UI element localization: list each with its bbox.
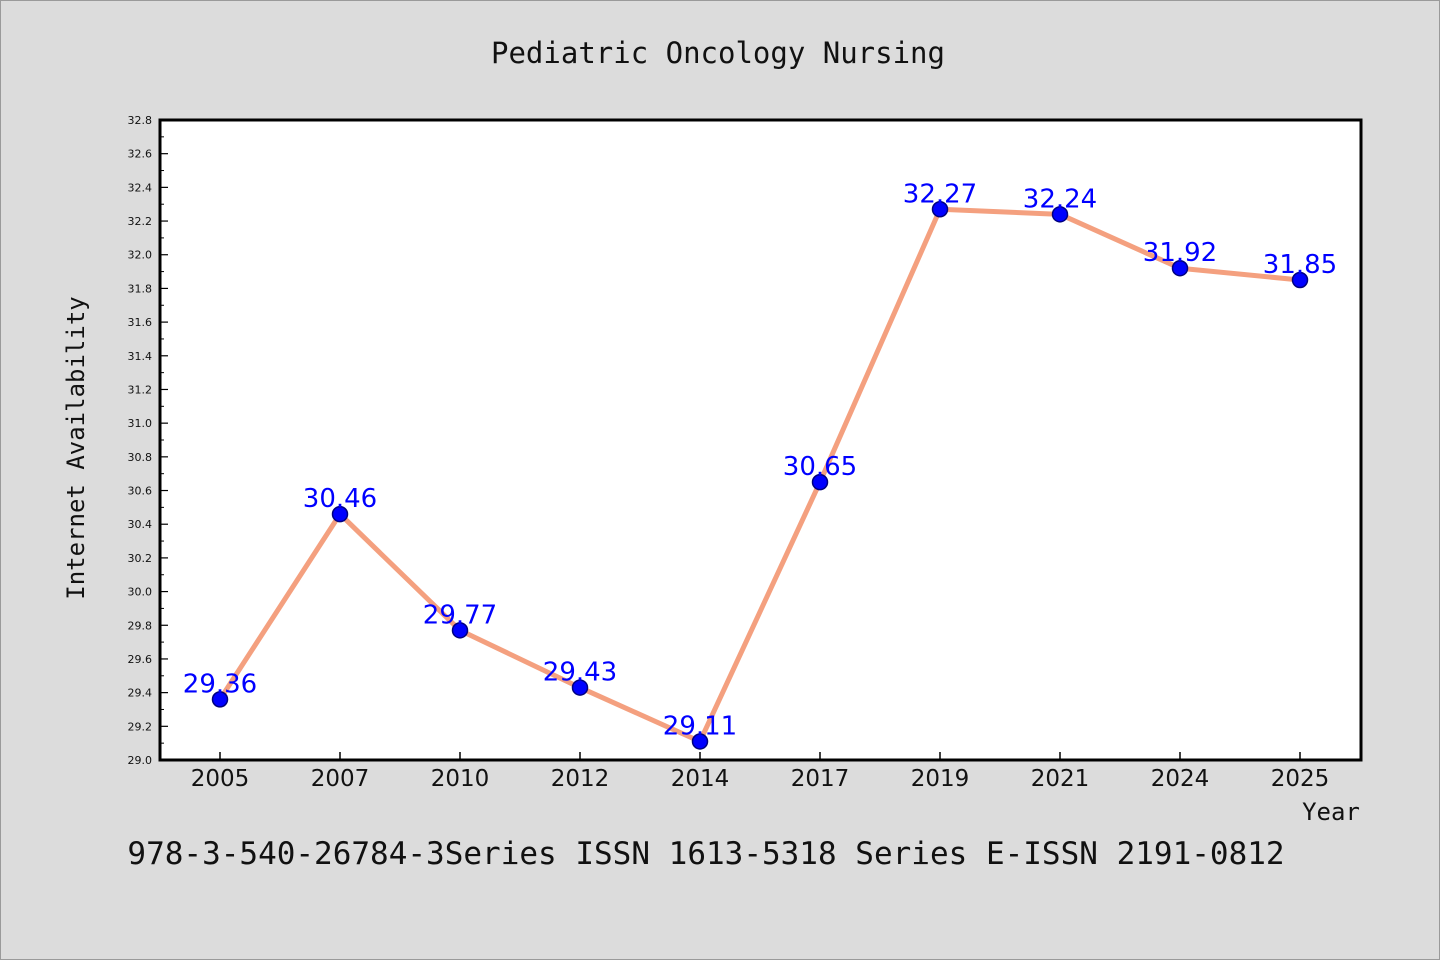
x-tick-label: 2014 — [671, 766, 730, 792]
data-label: 30.65 — [783, 452, 857, 482]
plot-area — [160, 120, 1361, 760]
x-tick-label: 2005 — [191, 766, 250, 792]
data-point — [331, 505, 349, 523]
data-label: 29.43 — [543, 658, 617, 688]
x-axis-ticks: 2005 2007 2010 2012 2014 2017 2019 2021 2024 2025 — [191, 752, 1330, 792]
y-tick-label: 29.8 — [128, 619, 153, 632]
data-point — [1171, 259, 1189, 277]
y-tick-label: 32.4 — [128, 181, 153, 194]
plot-border — [158, 118, 1363, 762]
y-tick-label: 32.2 — [128, 215, 153, 228]
y-tick-label: 29.6 — [128, 653, 153, 666]
footer-isbn-issn: 978-3-540-26784-3Series ISSN 1613-5318 S… — [127, 836, 1284, 872]
data-point — [811, 473, 829, 491]
y-tick-label: 30.6 — [128, 485, 153, 498]
data-label: 32.24 — [1023, 184, 1097, 214]
data-label: 31.85 — [1263, 250, 1337, 280]
y-tick-label: 31.0 — [128, 417, 153, 430]
y-tick-label: 29.2 — [128, 720, 153, 733]
y-tick-label: 30.0 — [128, 586, 153, 599]
data-label: 30.46 — [303, 484, 377, 514]
chart-title: Pediatric Oncology Nursing — [491, 36, 945, 70]
data-point — [451, 622, 469, 639]
data-label: 29.11 — [663, 711, 737, 741]
y-tick-label: 31.4 — [128, 350, 153, 363]
series-markers — [211, 201, 1309, 750]
series-line — [217, 206, 1303, 744]
y-tick-label: 30.8 — [128, 451, 153, 464]
x-tick-label: 2025 — [1271, 766, 1330, 792]
y-tick-label: 31.2 — [128, 383, 153, 396]
x-tick-label: 2010 — [431, 766, 490, 792]
x-axis-title: Year — [1302, 798, 1360, 826]
x-tick-label: 2017 — [791, 766, 850, 792]
data-label: 29.36 — [183, 669, 257, 699]
data-label: 31.92 — [1143, 238, 1217, 268]
data-label: 29.77 — [423, 600, 497, 630]
y-axis-title: Internet Availability — [62, 296, 90, 599]
x-tick-label: 2007 — [311, 766, 370, 792]
y-tick-label: 32.0 — [128, 249, 153, 262]
data-point — [931, 201, 949, 218]
y-tick-label: 29.4 — [128, 687, 153, 700]
y-tick-label: 32.8 — [128, 114, 153, 127]
y-tick-label: 30.2 — [128, 552, 153, 565]
x-tick-label: 2024 — [1151, 766, 1210, 792]
data-point — [691, 733, 709, 750]
data-point — [1291, 271, 1309, 289]
y-tick-label: 31.8 — [128, 282, 153, 295]
data-point — [1051, 206, 1069, 223]
y-tick-label: 32.6 — [128, 148, 153, 161]
data-point — [571, 679, 589, 696]
y-tick-label: 29.0 — [128, 754, 153, 767]
y-tick-label: 30.4 — [128, 518, 153, 531]
data-point — [211, 691, 229, 708]
data-label: 32.27 — [903, 179, 977, 209]
y-tick-label: 31.6 — [128, 316, 153, 329]
x-tick-label: 2021 — [1031, 766, 1090, 792]
data-labels: 29.36 30.46 29.77 29.43 29.11 30.65 32.27 32.24… — [183, 179, 1337, 741]
x-tick-label: 2012 — [551, 766, 610, 792]
x-tick-label: 2019 — [911, 766, 970, 792]
